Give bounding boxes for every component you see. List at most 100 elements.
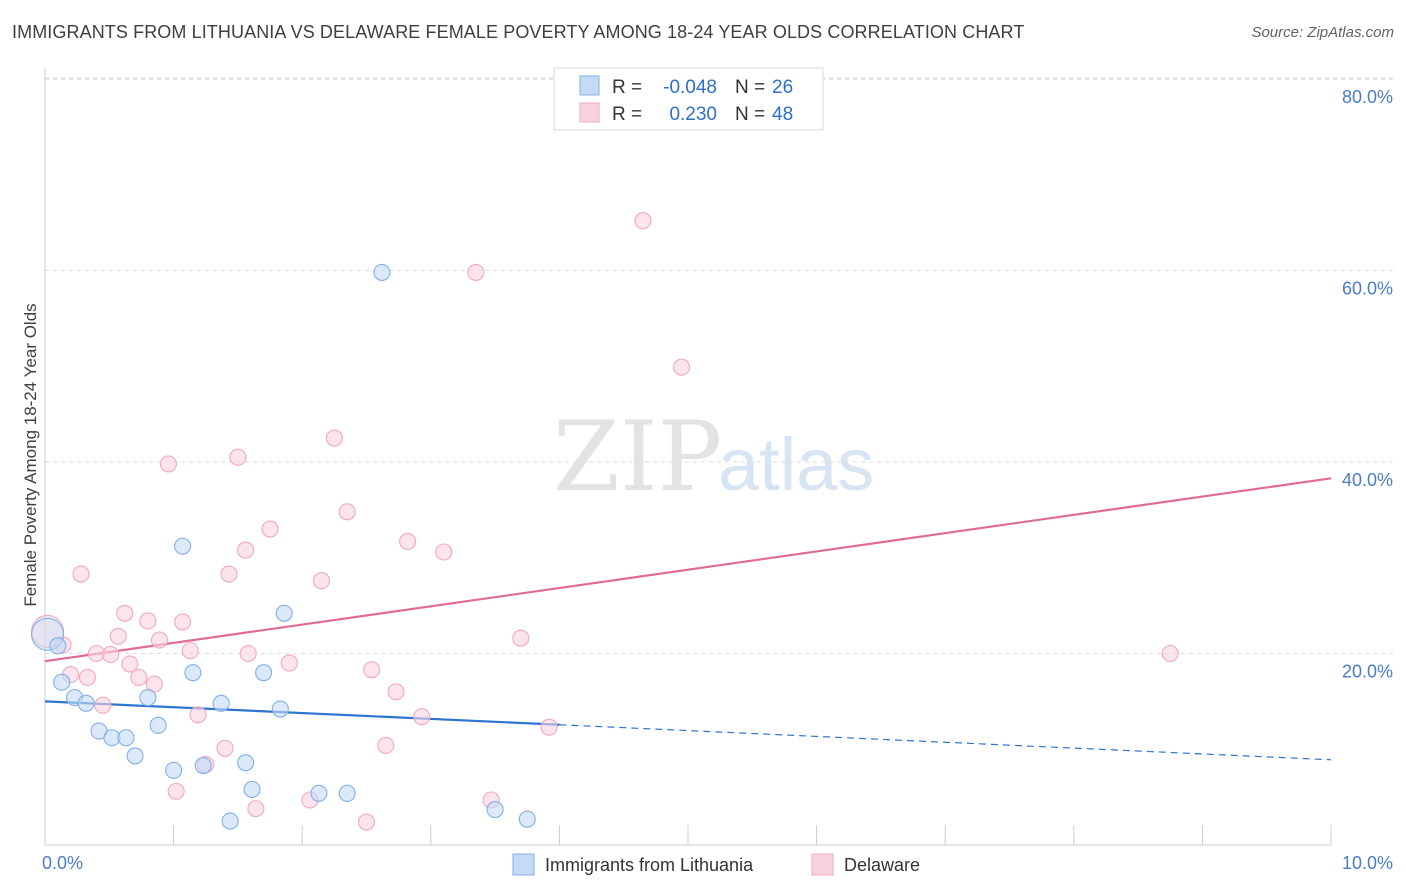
point-lithuania-17 bbox=[237, 754, 255, 772]
source-label: Source: ZipAtlas.com bbox=[1251, 24, 1394, 41]
point-delaware-30 bbox=[312, 572, 331, 590]
point-delaware-40 bbox=[467, 263, 485, 281]
point-lithuania-24 bbox=[373, 263, 391, 281]
tick-labels: 20.0% 40.0% 60.0% 80.0% 0.0% 10.0% bbox=[42, 87, 1393, 873]
legend-r-label-2: R = bbox=[612, 104, 642, 125]
point-delaware-15 bbox=[159, 455, 178, 473]
chart-title: IMMIGRANTS FROM LITHUANIA VS DELAWARE FE… bbox=[12, 22, 1025, 42]
point-delaware-27 bbox=[261, 520, 279, 538]
point-lithuania-12 bbox=[174, 537, 192, 555]
x-tick-label-max: 10.0% bbox=[1342, 853, 1393, 873]
point-delaware-36 bbox=[387, 683, 405, 701]
legend-r-label-1: R = bbox=[612, 77, 642, 98]
point-delaware-4 bbox=[78, 668, 96, 686]
point-lithuania-18 bbox=[243, 780, 261, 799]
point-delaware-3 bbox=[72, 565, 90, 583]
legend-r-value-1: -0.048 bbox=[663, 77, 717, 98]
legend-n-label-2: N = bbox=[735, 104, 765, 125]
point-delaware-16 bbox=[167, 782, 185, 800]
trend-lines bbox=[44, 477, 1332, 761]
point-delaware-26 bbox=[247, 800, 265, 818]
point-delaware-34 bbox=[363, 661, 381, 679]
point-delaware-6 bbox=[94, 696, 112, 714]
point-lithuania-22 bbox=[310, 784, 328, 802]
y-tick-label-60: 60.0% bbox=[1342, 279, 1393, 299]
point-delaware-17 bbox=[174, 613, 192, 631]
point-delaware-18 bbox=[181, 642, 199, 660]
point-delaware-33 bbox=[357, 813, 376, 831]
point-delaware-19 bbox=[189, 706, 207, 724]
point-delaware-37 bbox=[399, 532, 417, 551]
point-lithuania-23 bbox=[338, 784, 356, 802]
point-lithuania-1 bbox=[49, 637, 67, 655]
point-delaware-5 bbox=[87, 644, 105, 663]
point-lithuania-26 bbox=[518, 810, 536, 828]
trend-line-dashed-0 bbox=[559, 724, 1332, 761]
point-delaware-7 bbox=[102, 645, 120, 664]
legend: R = -0.048 N = 26 R = 0.230 N = 48 bbox=[553, 67, 824, 131]
bottom-legend-label-lithuania: Immigrants from Lithuania bbox=[545, 855, 754, 875]
point-delaware-45 bbox=[673, 358, 691, 376]
watermark-atlas: atlas bbox=[718, 423, 874, 506]
bottom-legend-label-delaware: Delaware bbox=[844, 855, 920, 875]
point-delaware-23 bbox=[229, 448, 247, 466]
legend-swatch-lithuania bbox=[579, 75, 600, 96]
point-delaware-42 bbox=[512, 629, 530, 647]
point-lithuania-4 bbox=[77, 694, 95, 712]
point-delaware-35 bbox=[377, 736, 395, 754]
point-lithuania-8 bbox=[126, 747, 144, 765]
point-delaware-46 bbox=[1161, 644, 1179, 663]
legend-n-value-2: 48 bbox=[772, 104, 793, 125]
point-lithuania-14 bbox=[194, 756, 212, 775]
y-axis-title: Female Poverty Among 18-24 Year Olds bbox=[21, 303, 40, 606]
point-delaware-10 bbox=[121, 655, 139, 673]
legend-r-value-2: 0.230 bbox=[669, 104, 717, 125]
point-delaware-22 bbox=[220, 565, 238, 583]
point-delaware-38 bbox=[413, 708, 431, 726]
point-delaware-8 bbox=[109, 627, 127, 645]
y-tick-label-80: 80.0% bbox=[1342, 87, 1393, 107]
point-lithuania-15 bbox=[212, 694, 230, 712]
legend-n-label-1: N = bbox=[735, 77, 765, 98]
watermark: ZIP atlas bbox=[553, 401, 874, 513]
trend-line-solid-0 bbox=[44, 700, 560, 726]
point-delaware-21 bbox=[216, 739, 234, 757]
point-delaware-31 bbox=[325, 429, 343, 447]
point-delaware-43 bbox=[540, 718, 558, 736]
point-delaware-32 bbox=[338, 503, 356, 521]
point-lithuania-21 bbox=[275, 604, 293, 622]
data-points bbox=[31, 212, 1179, 831]
y-tick-label-40: 40.0% bbox=[1342, 470, 1393, 490]
point-delaware-9 bbox=[116, 604, 134, 622]
watermark-zip: ZIP bbox=[553, 401, 722, 513]
gridlines bbox=[45, 77, 1393, 654]
bottom-legend-swatch-lithuania bbox=[512, 853, 535, 876]
point-delaware-11 bbox=[130, 668, 148, 686]
y-tick-label-20: 20.0% bbox=[1342, 662, 1393, 682]
point-lithuania-16 bbox=[221, 812, 239, 830]
point-lithuania-9 bbox=[139, 688, 157, 707]
point-delaware-39 bbox=[435, 543, 453, 561]
x-tick-label-min: 0.0% bbox=[42, 853, 83, 873]
point-delaware-28 bbox=[280, 654, 298, 672]
point-lithuania-10 bbox=[149, 716, 167, 734]
legend-n-value-1: 26 bbox=[772, 77, 793, 98]
legend-swatch-delaware bbox=[579, 102, 600, 123]
point-lithuania-25 bbox=[486, 801, 504, 819]
point-delaware-44 bbox=[634, 212, 652, 230]
point-delaware-12 bbox=[139, 612, 157, 630]
axes bbox=[44, 68, 1332, 846]
point-delaware-24 bbox=[237, 541, 255, 559]
point-lithuania-11 bbox=[165, 761, 183, 779]
point-lithuania-7 bbox=[117, 729, 135, 747]
point-lithuania-19 bbox=[255, 664, 273, 682]
point-delaware-14 bbox=[150, 631, 169, 649]
trend-line-solid-1 bbox=[44, 477, 1332, 663]
point-delaware-25 bbox=[239, 644, 257, 663]
point-lithuania-20 bbox=[271, 700, 289, 718]
point-lithuania-13 bbox=[184, 664, 202, 682]
point-lithuania-2 bbox=[53, 673, 71, 691]
bottom-legend: Immigrants from Lithuania Delaware bbox=[512, 853, 920, 876]
bottom-legend-swatch-delaware bbox=[811, 853, 834, 876]
